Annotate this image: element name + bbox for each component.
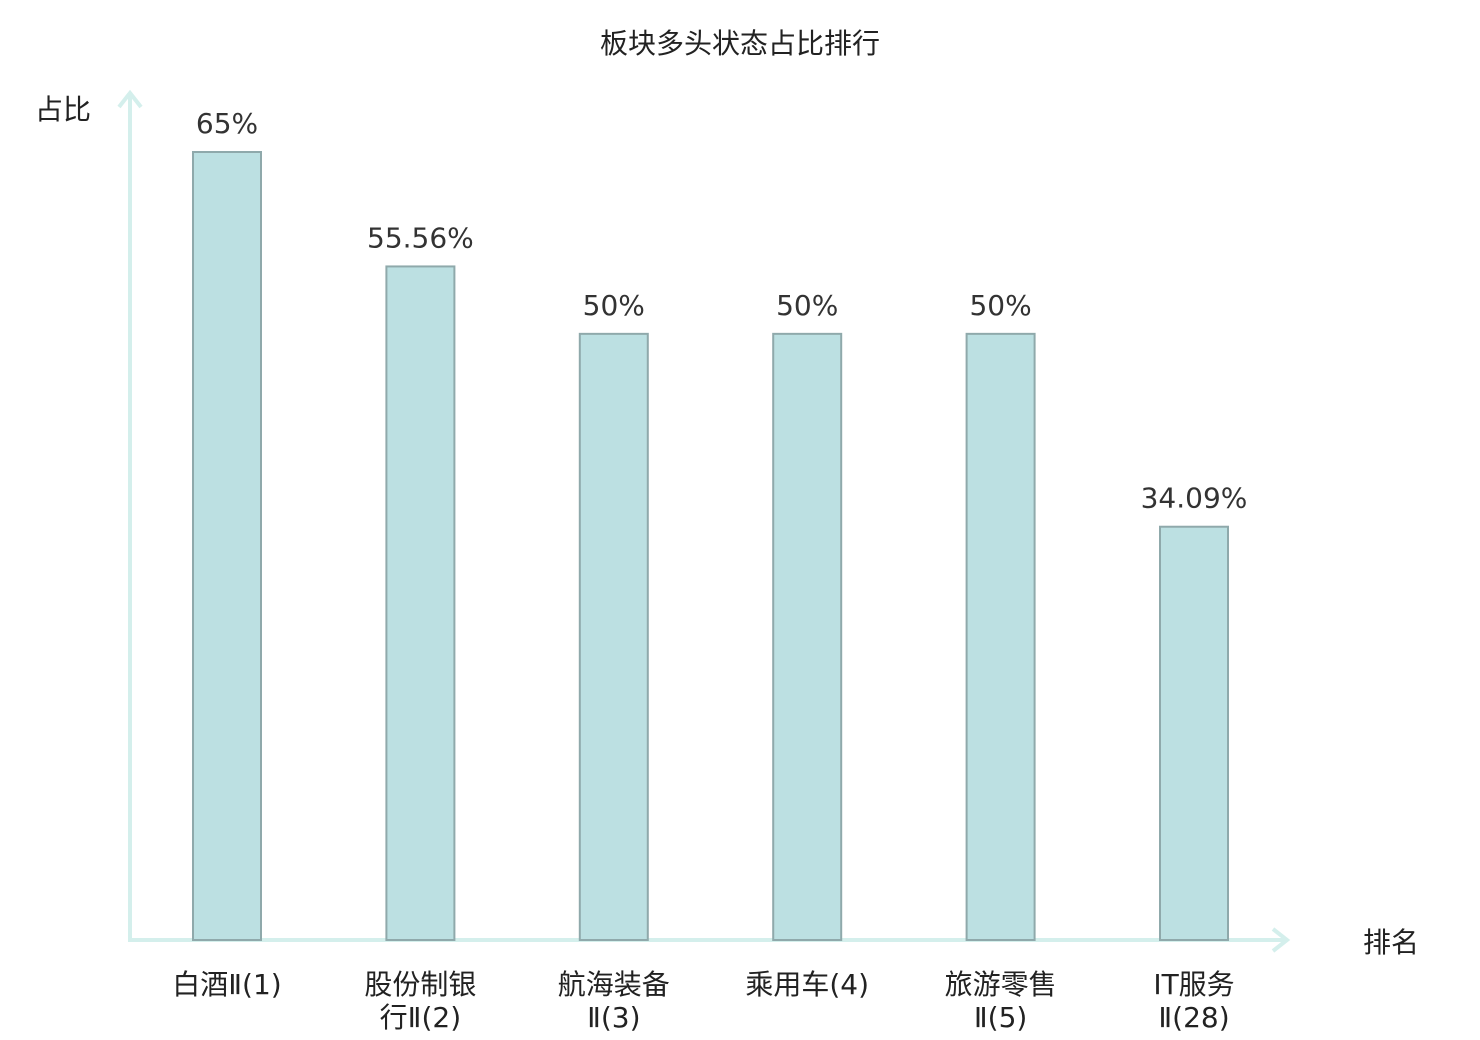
category-tick-label: Ⅱ(3) bbox=[587, 1001, 640, 1034]
bar-value-label: 50% bbox=[776, 289, 838, 322]
category-tick-label: 股份制银 bbox=[364, 968, 476, 1001]
bar-value-label: 55.56% bbox=[367, 221, 474, 254]
bar bbox=[385, 265, 456, 941]
bar bbox=[965, 332, 1036, 942]
bars-group bbox=[192, 151, 1229, 942]
category-tick-label: 航海装备 bbox=[558, 968, 670, 1001]
bar bbox=[1159, 525, 1229, 941]
value-labels-group: 65% 55.56% 50% 50% 50% 34.09% bbox=[196, 107, 1248, 515]
category-tick-label: Ⅱ(28) bbox=[1158, 1001, 1229, 1034]
bar-value-label: 34.09% bbox=[1141, 482, 1248, 515]
category-tick-label: 白酒Ⅱ(1) bbox=[172, 968, 281, 1001]
chart-title: 板块多头状态占比排行 bbox=[600, 27, 880, 60]
category-tick-label: 旅游零售 bbox=[945, 968, 1057, 1001]
x-axis-label: 排名 bbox=[1363, 926, 1419, 959]
bar-value-label: 65% bbox=[196, 107, 258, 140]
y-axis-label: 占比 bbox=[35, 93, 91, 126]
category-tick-label: 行Ⅱ(2) bbox=[380, 1001, 461, 1034]
category-tick-label: IT服务 bbox=[1153, 968, 1234, 1001]
bar bbox=[578, 332, 649, 942]
category-tick-label: Ⅱ(5) bbox=[974, 1001, 1027, 1034]
y-axis bbox=[117, 89, 143, 940]
bar-value-label: 50% bbox=[583, 289, 645, 322]
bar bbox=[772, 332, 843, 942]
bar bbox=[192, 151, 262, 941]
bar-value-label: 50% bbox=[969, 289, 1031, 322]
category-tick-label: 乘用车(4) bbox=[745, 968, 869, 1001]
x-axis bbox=[128, 927, 1291, 953]
